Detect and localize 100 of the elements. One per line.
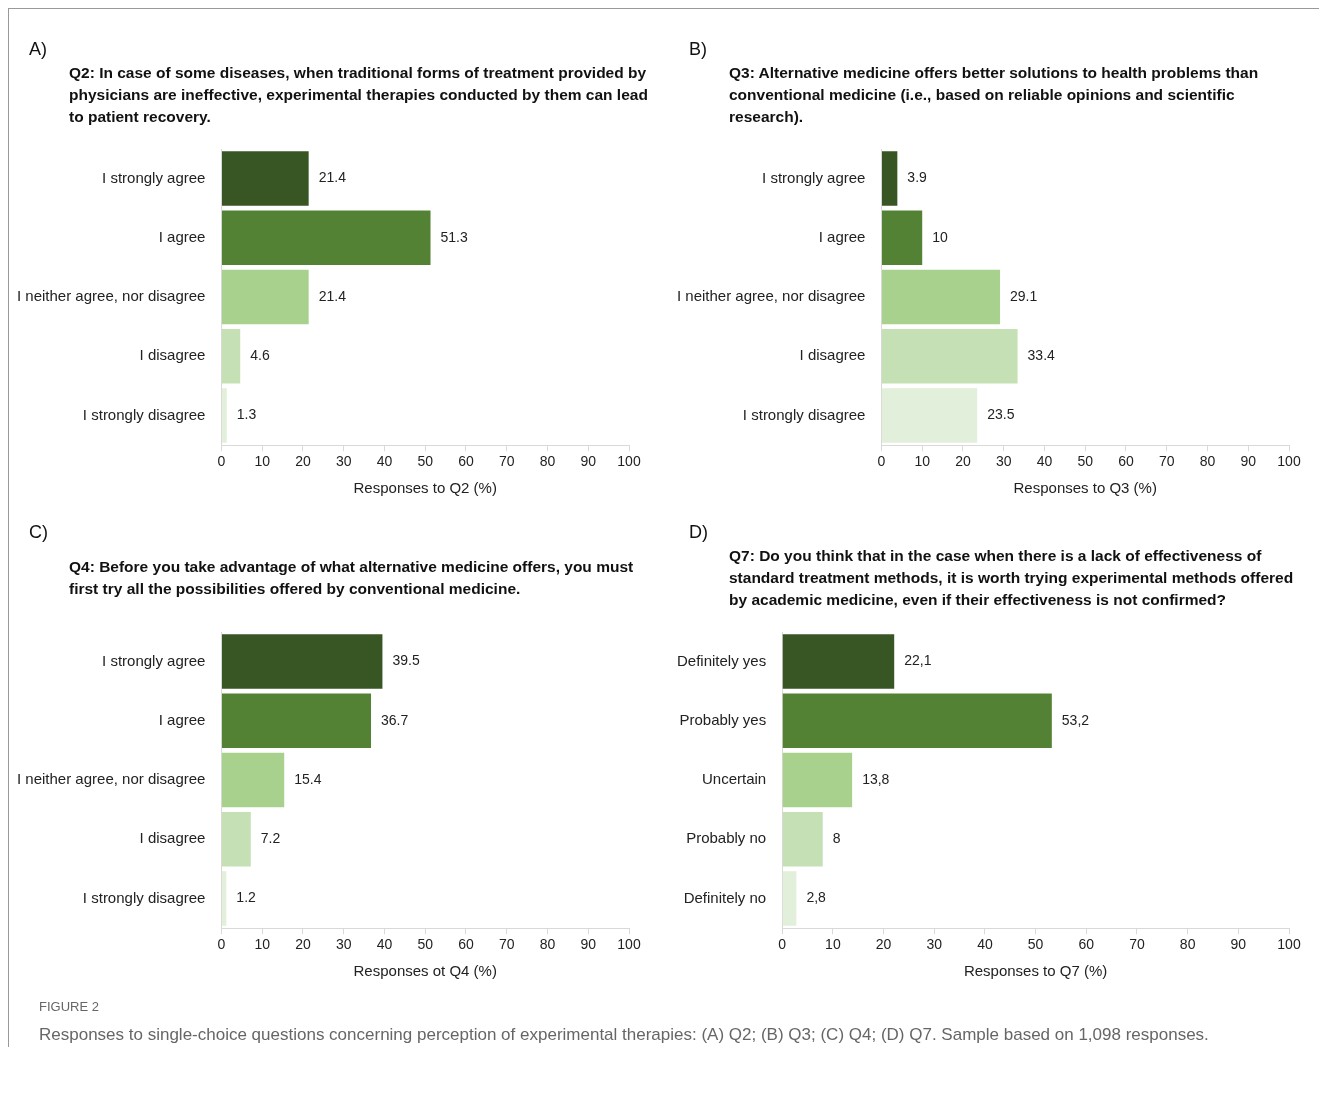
x-tick-label: 10 [914,453,931,470]
x-tick-label: 80 [1199,453,1216,470]
bar [881,329,1018,384]
y-tick-label: I agree [158,228,206,245]
bar [221,693,372,749]
x-tick-label: 30 [995,453,1012,470]
text: Responses to single-choice questions concerning perception of experimental therapies: (A) Q2; (B) Q3; (C) Q4; (D) Q7. Sample based on 1,098 responses. [39,1024,1210,1046]
y-tick-label: I neither agree, nor disagree [677,287,866,305]
data-label: 23.5 [987,406,1015,423]
y-tick-label: I disagree [799,346,866,364]
y-tick-label: I disagree [139,829,206,847]
data-label: 22,1 [904,652,932,669]
bar [221,269,309,325]
x-tick-label: 20 [295,453,311,470]
y-tick-label: I agree [158,711,206,728]
x-tick-label: 10 [254,936,271,953]
y-tick-label: I strongly disagree [82,405,206,423]
x-axis-title: Responses to Q2 (%) [353,479,497,497]
chart-title: Q7: Do you think that in the case when there is a lack of effectiveness of standard treatment methods, it is worth trying experimental methods offered by academic medicine, even if their effectiveness is not confirmed? [729,546,1295,610]
bar [782,871,797,926]
bar [221,752,285,808]
bar [782,634,895,689]
bar [221,634,383,689]
y-tick-label: I agree [818,228,866,245]
data-label: 1.3 [236,406,257,423]
x-tick-label: 10 [825,936,841,953]
y-tick-label: Uncertain [702,770,767,788]
x-tick-label: 100 [617,936,641,953]
data-label: 7.2 [260,830,281,847]
chart-subtitle: D) [689,522,709,543]
x-tick-label: 0 [778,936,787,953]
x-tick-label: 40 [977,936,993,953]
x-tick-label: 80 [539,453,556,470]
bar [221,210,431,266]
x-tick-label: 60 [458,453,474,470]
x-axis-title: Responses to Q7 (%) [963,962,1108,980]
data-label: 51.3 [440,228,468,245]
data-label: 21.4 [318,169,347,186]
y-tick-label: I strongly agree [102,168,206,186]
y-tick-label: Definitely no [683,888,767,906]
y-tick-label: Probably no [686,829,767,847]
x-tick-label: 0 [217,936,226,953]
x-tick-label: 20 [295,936,311,953]
y-tick-label: I neither agree, nor disagree [17,287,206,305]
bar [782,693,1052,749]
y-tick-label: I strongly agree [102,651,206,669]
bar [881,269,1001,325]
chart-title: Q2: In case of some diseases, when traditional forms of treatment provided by physicians are ineffective, experimental therapies conducted by them can lead to patient recovery. [69,63,649,127]
x-tick-label: 60 [1078,936,1095,953]
data-label: 8 [832,830,841,847]
x-tick-label: 40 [1036,453,1053,470]
text: C) [29,522,49,543]
x-tick-label: 40 [376,936,393,953]
chart-title: Q4: Before you take advantage of what alternative medicine offers, you must first try all the possibilities offered by conventional medicine. [69,557,635,599]
data-label: 39.5 [392,652,420,669]
x-tick-label: 40 [376,453,393,470]
x-tick-label: 100 [617,453,641,470]
bar [881,210,923,266]
x-tick-label: 90 [1230,936,1247,953]
x-tick-label: 50 [1077,453,1094,470]
data-label: 21.4 [318,287,347,304]
x-axis-title: Responses to Q3 (%) [1013,479,1157,497]
y-tick-label: Probably yes [679,711,767,728]
x-tick-label: 20 [875,936,892,953]
data-label: 1.2 [236,889,257,906]
x-tick-label: 100 [1277,453,1301,470]
data-label: 10 [932,228,948,245]
x-tick-label: 70 [1158,453,1175,470]
data-label: 3.9 [907,169,928,186]
x-tick-label: 70 [498,453,515,470]
chart-title: Q3: Alternative medicine offers better solutions to health problems than conventional medicine (i.e., based on reliable opinions and scientific research). [729,63,1260,127]
x-tick-label: 90 [580,936,597,953]
data-label: 4.6 [250,347,270,364]
x-tick-label: 0 [877,453,886,470]
x-tick-label: 10 [254,453,271,470]
x-tick-label: 50 [417,936,434,953]
bar [881,151,898,206]
x-tick-label: 90 [580,453,597,470]
caption: FIGURE 2 [39,998,100,1016]
data-label: 53,2 [1061,711,1090,728]
bar [782,752,853,808]
x-tick-label: 50 [417,453,434,470]
text: B) [689,39,708,60]
bar [221,329,241,384]
x-tick-label: 90 [1240,453,1257,470]
text: A) [29,39,48,60]
bar [221,871,227,926]
y-tick-label: I strongly disagree [82,888,206,906]
x-tick-label: 60 [1118,453,1134,470]
x-tick-label: 0 [217,453,226,470]
y-tick-label: I disagree [139,346,206,364]
y-tick-label: I strongly disagree [742,405,866,423]
bar [221,812,251,867]
x-tick-label: 70 [1129,936,1145,953]
y-tick-label: I neither agree, nor disagree [17,770,206,788]
x-axis-title: Responses ot Q4 (%) [353,962,497,980]
x-tick-label: 20 [955,453,971,470]
x-tick-label: 60 [458,936,474,953]
x-tick-label: 30 [926,936,943,953]
x-tick-label: 80 [539,936,556,953]
